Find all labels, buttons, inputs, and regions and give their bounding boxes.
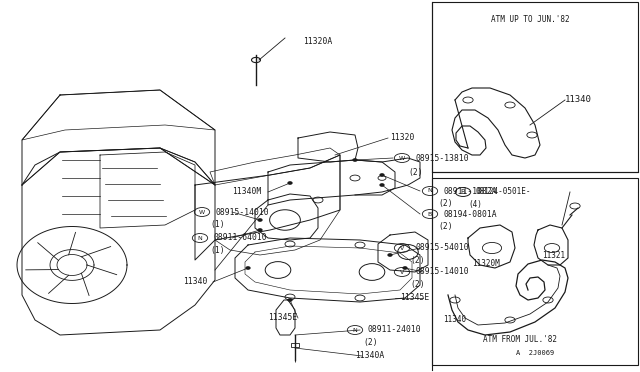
Text: (2): (2) bbox=[410, 257, 424, 266]
Text: 11340: 11340 bbox=[183, 278, 207, 286]
Text: B: B bbox=[428, 212, 432, 217]
Text: W: W bbox=[199, 209, 205, 215]
Text: 08911-24010: 08911-24010 bbox=[368, 326, 422, 334]
Text: ATM UP TO JUN.'82: ATM UP TO JUN.'82 bbox=[491, 15, 570, 24]
Text: (1): (1) bbox=[210, 221, 225, 230]
Text: N: N bbox=[353, 327, 357, 333]
Text: 11320A: 11320A bbox=[303, 38, 332, 46]
Text: V: V bbox=[400, 269, 404, 275]
Text: N: N bbox=[198, 235, 202, 241]
Text: 11340: 11340 bbox=[565, 96, 592, 105]
Bar bbox=[432, 2, 638, 172]
Text: 11340: 11340 bbox=[443, 315, 466, 324]
Circle shape bbox=[258, 229, 262, 231]
Text: A  2J0069: A 2J0069 bbox=[516, 350, 554, 356]
Bar bbox=[432, 178, 638, 365]
Circle shape bbox=[288, 299, 292, 301]
Text: (4): (4) bbox=[468, 201, 482, 209]
Circle shape bbox=[403, 267, 407, 269]
Text: 08911-64010: 08911-64010 bbox=[213, 234, 267, 243]
Circle shape bbox=[246, 267, 250, 269]
Text: 08194-0801A: 08194-0801A bbox=[443, 209, 497, 218]
Text: (1): (1) bbox=[210, 247, 225, 256]
Text: W: W bbox=[399, 155, 405, 160]
Text: 11320: 11320 bbox=[390, 134, 414, 142]
Text: (2): (2) bbox=[410, 280, 424, 289]
Circle shape bbox=[380, 184, 384, 186]
Text: (2): (2) bbox=[438, 222, 452, 231]
Text: 11345E: 11345E bbox=[400, 294, 429, 302]
Circle shape bbox=[388, 254, 392, 256]
Text: 11321: 11321 bbox=[542, 251, 565, 260]
Text: (2): (2) bbox=[408, 167, 422, 176]
Text: V: V bbox=[400, 246, 404, 250]
Text: 08124-0501E-: 08124-0501E- bbox=[476, 187, 531, 196]
Text: 11345E: 11345E bbox=[268, 314, 297, 323]
Bar bbox=[291, 343, 299, 347]
Text: (2): (2) bbox=[363, 339, 378, 347]
Text: ATM FROM JUL.'82: ATM FROM JUL.'82 bbox=[483, 335, 557, 344]
Text: N: N bbox=[428, 189, 433, 193]
Text: 08911-1082A: 08911-1082A bbox=[443, 186, 497, 196]
Text: B: B bbox=[461, 189, 465, 195]
Text: 11340A: 11340A bbox=[355, 352, 384, 360]
Text: 08915-13810: 08915-13810 bbox=[415, 154, 468, 163]
Text: 11320M: 11320M bbox=[472, 259, 500, 268]
Circle shape bbox=[380, 174, 384, 176]
Circle shape bbox=[353, 159, 357, 161]
Circle shape bbox=[288, 182, 292, 184]
Circle shape bbox=[258, 219, 262, 221]
Text: 11340M: 11340M bbox=[232, 187, 261, 196]
Text: (2): (2) bbox=[438, 199, 452, 208]
Text: 08915-14010: 08915-14010 bbox=[215, 208, 269, 217]
Text: 08915-14010: 08915-14010 bbox=[415, 267, 468, 276]
Text: 08915-54010: 08915-54010 bbox=[415, 244, 468, 253]
